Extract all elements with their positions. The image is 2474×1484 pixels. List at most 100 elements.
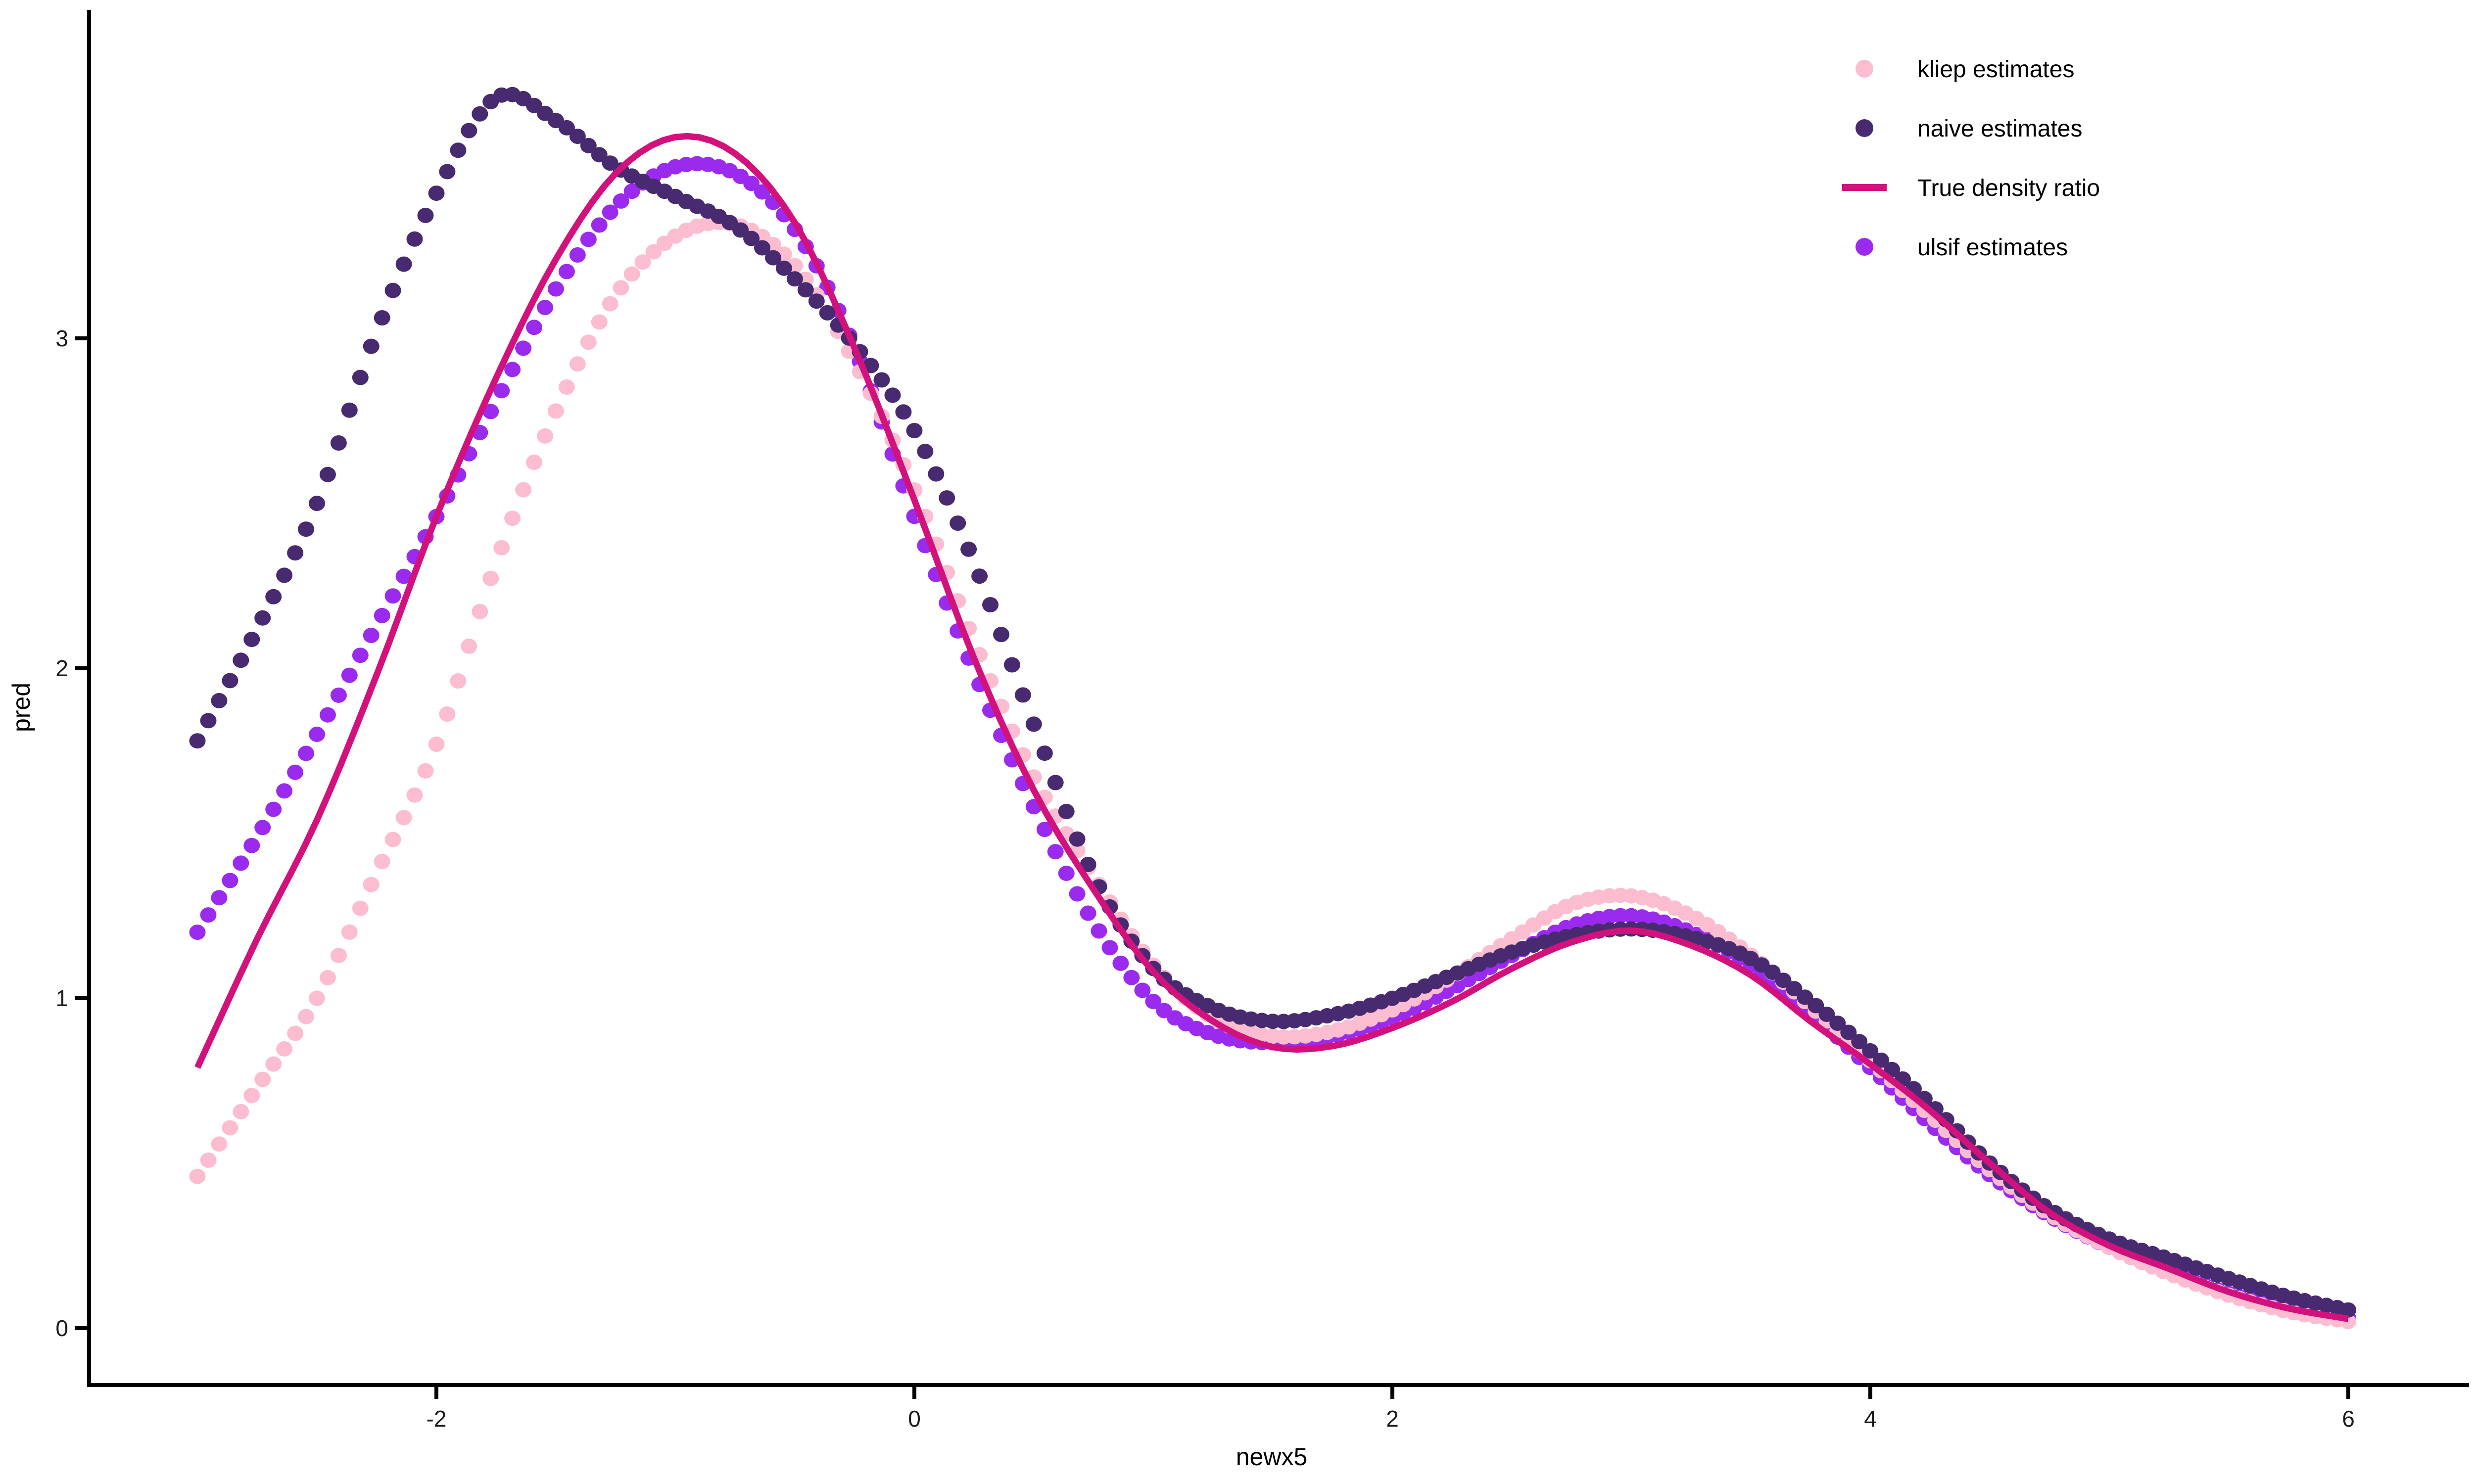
data-point xyxy=(189,1168,206,1184)
data-point xyxy=(569,247,586,263)
data-point xyxy=(189,733,206,749)
legend: kliep estimates naive estimates True densi… xyxy=(1842,56,2100,261)
data-point xyxy=(265,801,282,817)
data-point xyxy=(580,334,597,350)
data-point xyxy=(428,737,445,752)
data-point xyxy=(634,254,651,270)
data-point xyxy=(374,854,390,870)
data-point xyxy=(1840,1024,1857,1040)
data-point xyxy=(222,673,238,689)
data-point xyxy=(591,217,608,233)
data-point xyxy=(384,832,401,847)
data-point xyxy=(558,379,575,395)
data-point xyxy=(1058,804,1075,819)
data-point xyxy=(1851,1034,1868,1050)
data-point xyxy=(960,541,977,557)
data-point xyxy=(233,652,249,668)
axes: -2 0 2 4 6 0 1 2 3 newx5 pred xyxy=(7,10,2469,1471)
data-point xyxy=(341,402,358,418)
x-tick-label: 0 xyxy=(908,1406,921,1432)
data-point xyxy=(384,588,401,604)
data-point xyxy=(243,837,260,853)
legend-item-naive-estimates: naive estimates xyxy=(1856,116,2083,142)
data-point xyxy=(200,907,217,923)
data-point xyxy=(319,466,336,482)
data-point xyxy=(786,271,803,287)
data-point xyxy=(1873,1052,1890,1068)
data-point xyxy=(1047,844,1064,860)
data-point xyxy=(547,281,564,297)
data-point xyxy=(950,515,966,531)
data-point xyxy=(928,466,945,482)
data-point xyxy=(243,1088,260,1103)
series-true-density-ratio xyxy=(194,133,2349,1322)
data-point xyxy=(200,713,217,729)
data-point xyxy=(461,638,477,654)
series-layer xyxy=(189,87,2357,1330)
data-point xyxy=(895,404,912,420)
data-point xyxy=(243,632,260,648)
data-point xyxy=(276,1041,293,1057)
data-point xyxy=(732,222,749,238)
data-point xyxy=(765,250,781,266)
data-point xyxy=(461,123,477,139)
data-point xyxy=(1797,989,1813,1005)
data-point xyxy=(450,142,467,158)
data-point xyxy=(917,444,934,459)
legend-item-ulsif-estimates: ulsif estimates xyxy=(1856,234,2068,261)
true-density-ratio-line xyxy=(194,133,2349,1322)
data-point xyxy=(906,423,923,438)
data-point xyxy=(1145,994,1162,1009)
data-point xyxy=(1123,970,1140,985)
data-point xyxy=(1134,982,1151,998)
data-point xyxy=(1080,857,1096,872)
data-point xyxy=(1862,1043,1879,1059)
data-point xyxy=(1101,940,1118,956)
data-point xyxy=(450,673,467,689)
data-point xyxy=(298,521,314,537)
data-point xyxy=(1808,998,1824,1014)
data-point xyxy=(341,667,358,683)
data-point xyxy=(276,567,293,583)
data-point xyxy=(287,1025,304,1041)
y-tick-label: 2 xyxy=(55,655,68,681)
data-point xyxy=(569,356,586,372)
data-point xyxy=(395,256,412,272)
data-point xyxy=(352,648,369,663)
data-point xyxy=(211,693,228,708)
data-point xyxy=(537,300,553,316)
y-tick-label: 1 xyxy=(55,985,68,1011)
data-point xyxy=(537,428,553,444)
data-point xyxy=(472,106,488,122)
data-point xyxy=(526,320,542,335)
data-point xyxy=(254,1071,271,1087)
data-point xyxy=(233,855,249,871)
x-tick-label: -2 xyxy=(427,1406,447,1432)
data-point xyxy=(1036,745,1053,761)
data-point xyxy=(808,293,825,309)
data-point xyxy=(384,282,401,298)
legend-label: naive estimates xyxy=(1917,116,2083,142)
data-point xyxy=(1786,981,1803,997)
data-point xyxy=(569,129,586,144)
data-point xyxy=(754,240,770,256)
data-point xyxy=(602,204,618,220)
legend-key-dot xyxy=(1856,60,1873,78)
data-point xyxy=(1069,831,1086,847)
data-point xyxy=(1818,1007,1835,1022)
x-tick-group: -2 0 2 4 6 xyxy=(427,1385,2355,1432)
data-point xyxy=(1036,822,1053,837)
x-axis-title: newx5 xyxy=(1236,1443,1308,1471)
data-point xyxy=(1047,775,1064,790)
data-point xyxy=(515,482,532,498)
data-point xyxy=(417,207,434,223)
data-point xyxy=(1003,657,1020,673)
y-tick-label: 0 xyxy=(55,1315,68,1341)
data-point xyxy=(1025,716,1042,732)
data-point xyxy=(330,948,347,964)
data-point xyxy=(623,266,640,282)
data-point xyxy=(645,244,662,260)
data-point xyxy=(233,1104,249,1119)
data-point xyxy=(287,764,304,780)
